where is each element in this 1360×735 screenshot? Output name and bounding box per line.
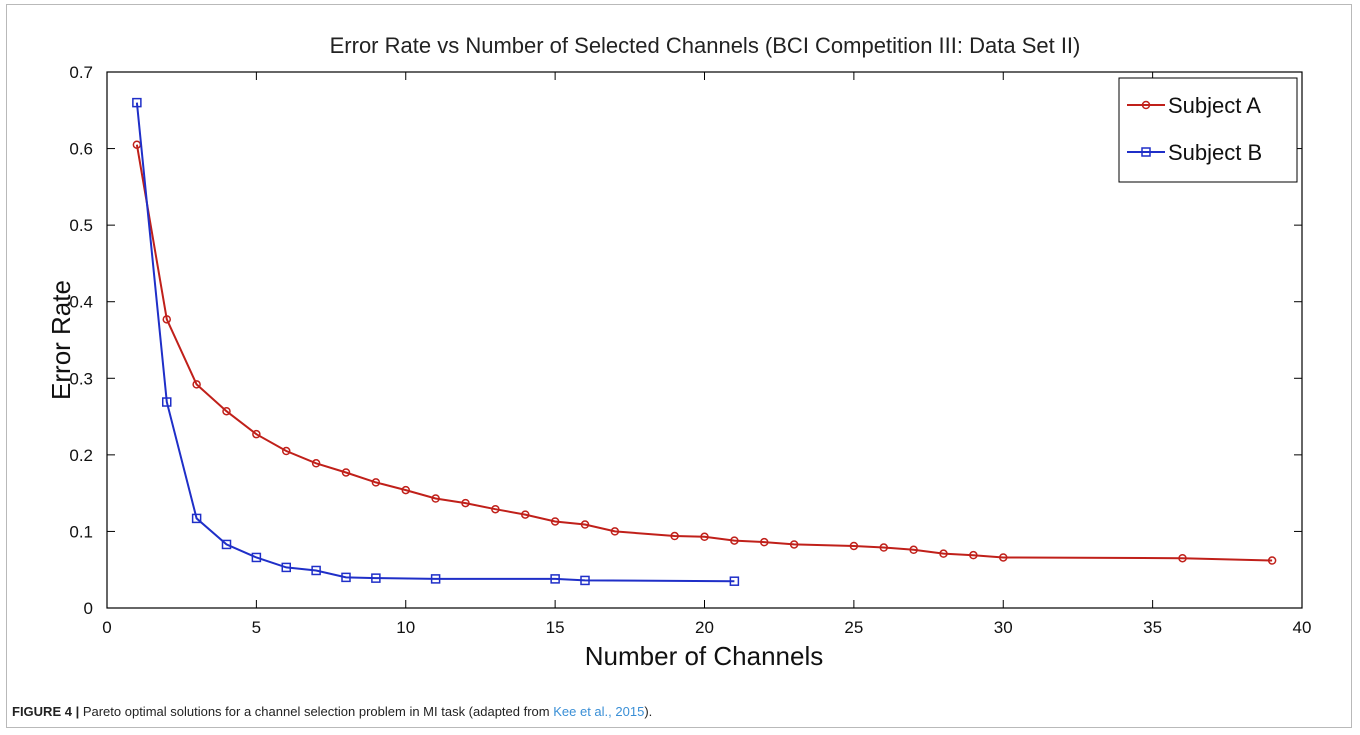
data-point-subject-b — [580, 575, 590, 586]
data-point-subject-a — [1178, 553, 1187, 563]
x-tick-label: 10 — [396, 618, 415, 637]
data-point-subject-a — [491, 504, 500, 514]
series-line-subject-a — [135, 144, 1273, 562]
data-point-subject-a — [969, 550, 978, 560]
data-point-subject-a — [521, 510, 530, 519]
x-tick-label: 15 — [546, 618, 565, 637]
figure-label: FIGURE 4 | — [12, 704, 80, 719]
data-point-subject-a — [162, 315, 171, 324]
data-point-subject-a — [282, 446, 291, 456]
legend-marker-subject-a — [1141, 100, 1151, 110]
y-axis-label: Error Rate — [46, 280, 76, 400]
y-tick-label: 0.4 — [69, 293, 93, 312]
data-point-subject-b — [191, 513, 202, 524]
x-tick-label: 35 — [1143, 618, 1162, 637]
data-point-subject-a — [700, 532, 709, 542]
data-point-subject-a — [610, 527, 620, 536]
y-tick-label: 0.1 — [69, 522, 93, 541]
x-tick-label: 20 — [695, 618, 714, 637]
data-point-subject-a — [909, 545, 918, 555]
data-point-subject-b — [729, 576, 740, 586]
y-tick-label: 0.3 — [69, 369, 93, 388]
data-point-subject-a — [550, 517, 560, 526]
data-point-subject-a — [401, 485, 410, 495]
data-point-subject-b — [132, 97, 142, 108]
data-point-subject-a — [670, 531, 679, 541]
data-point-subject-b — [550, 574, 560, 584]
x-tick-label: 40 — [1293, 618, 1312, 637]
data-point-subject-b — [371, 573, 381, 583]
caption-text: Pareto optimal solutions for a channel s… — [79, 704, 554, 719]
legend-box — [1118, 77, 1298, 183]
data-point-subject-a — [849, 541, 859, 551]
data-point-subject-a — [580, 520, 590, 529]
data-point-subject-b — [162, 397, 172, 407]
data-point-subject-a — [222, 406, 231, 416]
data-point-subject-a — [431, 494, 440, 503]
y-tick-label: 0 — [84, 599, 93, 618]
figure-caption: FIGURE 4 | Pareto optimal solutions for … — [12, 704, 652, 719]
data-point-subject-b — [281, 562, 291, 573]
data-point-subject-a — [192, 380, 201, 389]
data-point-subject-b — [221, 539, 232, 550]
data-point-subject-b — [311, 565, 321, 576]
y-tick-label: 0.7 — [69, 63, 93, 82]
data-point-subject-a — [311, 459, 321, 468]
x-axis-label: Number of Channels — [585, 641, 823, 671]
chart-title: Error Rate vs Number of Selected Channel… — [330, 33, 1081, 58]
plot-area — [132, 97, 1277, 586]
data-point-subject-a — [789, 540, 799, 549]
x-tick-label: 5 — [252, 618, 261, 637]
data-point-subject-a — [999, 553, 1008, 562]
y-tick-label: 0.6 — [69, 140, 93, 159]
data-point-subject-b — [251, 552, 262, 563]
legend: Subject A Subject B — [1118, 77, 1298, 183]
data-point-subject-a — [341, 468, 351, 477]
series-line-subject-b — [135, 102, 735, 583]
x-tick-label: 30 — [994, 618, 1013, 637]
legend-label-subject-a: Subject A — [1168, 93, 1261, 118]
axis-ticks: 0 5 10 15 20 25 30 35 40 0 0.1 0.2 0.3 0.4 0.5 0.6 0.7 — [69, 63, 1311, 637]
citation-link[interactable]: Kee et al., 2015 — [553, 704, 645, 719]
data-point-subject-a — [730, 536, 739, 545]
data-point-subject-a — [461, 498, 470, 508]
data-point-subject-a — [939, 549, 948, 558]
data-point-subject-a — [760, 537, 769, 547]
data-point-subject-a — [879, 543, 888, 552]
data-point-subject-a — [371, 478, 381, 487]
data-point-subject-a — [1267, 556, 1277, 565]
data-point-subject-a — [252, 429, 261, 439]
x-tick-label: 25 — [844, 618, 863, 637]
data-point-subject-b — [341, 572, 351, 583]
y-tick-label: 0.2 — [69, 446, 93, 465]
data-point-subject-b — [430, 574, 441, 584]
caption-text-end: ). — [644, 704, 653, 719]
x-tick-label: 0 — [102, 618, 111, 637]
legend-label-subject-b: Subject B — [1168, 140, 1262, 165]
y-tick-label: 0.5 — [69, 216, 93, 235]
legend-marker-subject-b — [1141, 147, 1151, 157]
